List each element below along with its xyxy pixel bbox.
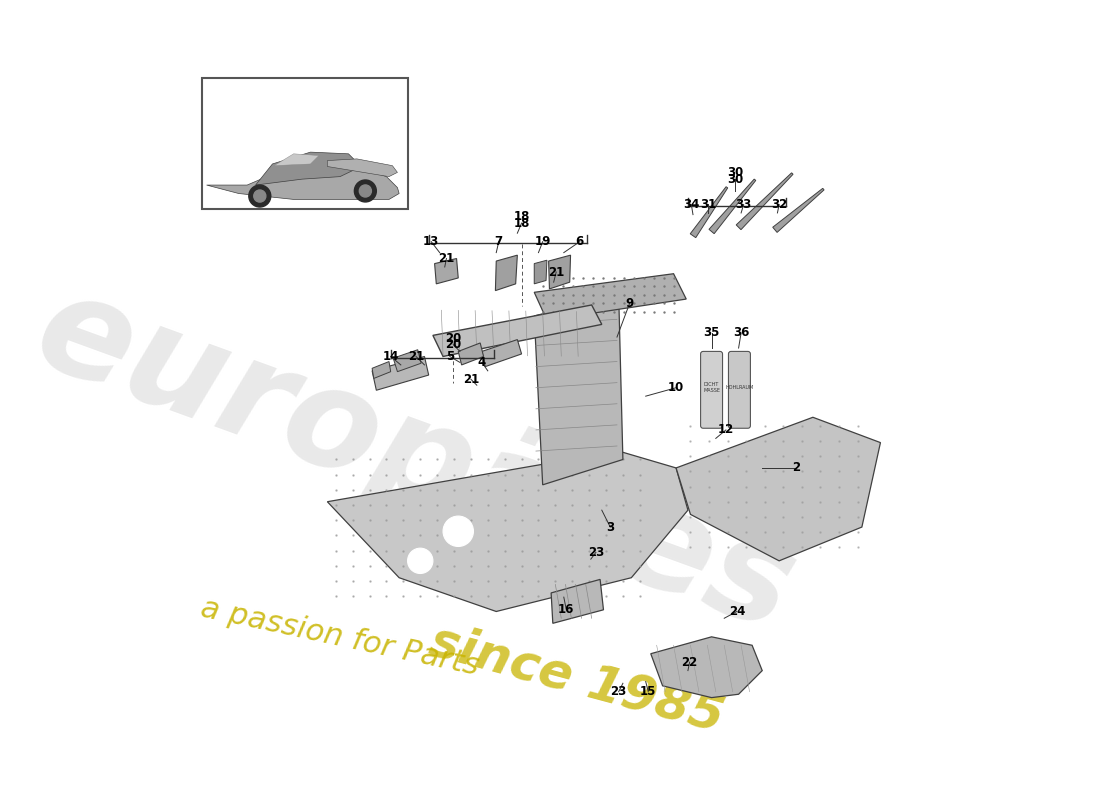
Text: 19: 19 bbox=[535, 235, 551, 248]
Text: 16: 16 bbox=[558, 603, 574, 616]
Text: europäres: europäres bbox=[19, 259, 813, 660]
Polygon shape bbox=[684, 444, 783, 486]
Text: a passion for Parts: a passion for Parts bbox=[198, 593, 482, 681]
Circle shape bbox=[249, 185, 271, 207]
Polygon shape bbox=[535, 295, 623, 485]
Text: 22: 22 bbox=[682, 656, 697, 669]
Polygon shape bbox=[772, 188, 824, 233]
Text: 31: 31 bbox=[700, 198, 716, 211]
Polygon shape bbox=[736, 173, 793, 230]
Text: 18: 18 bbox=[514, 217, 530, 230]
Text: since 1985: since 1985 bbox=[425, 617, 728, 742]
Text: HOHLRAUM: HOHLRAUM bbox=[725, 386, 754, 390]
Text: 13: 13 bbox=[424, 235, 439, 248]
Text: 21: 21 bbox=[438, 252, 454, 265]
Polygon shape bbox=[255, 152, 361, 185]
Text: 2: 2 bbox=[792, 462, 800, 474]
Polygon shape bbox=[495, 255, 517, 290]
Polygon shape bbox=[690, 186, 728, 238]
Bar bbox=[202, 78, 408, 209]
Text: 30: 30 bbox=[727, 166, 744, 179]
Polygon shape bbox=[676, 418, 880, 561]
Circle shape bbox=[443, 516, 473, 546]
Text: 20: 20 bbox=[446, 338, 461, 351]
Polygon shape bbox=[328, 451, 688, 611]
Text: 15: 15 bbox=[640, 686, 657, 698]
Polygon shape bbox=[535, 274, 686, 320]
Polygon shape bbox=[434, 258, 459, 284]
Text: 30: 30 bbox=[727, 173, 744, 186]
Text: 35: 35 bbox=[703, 326, 719, 339]
Polygon shape bbox=[549, 255, 571, 289]
Text: 18: 18 bbox=[514, 210, 530, 223]
Circle shape bbox=[408, 548, 433, 574]
Text: 14: 14 bbox=[383, 350, 399, 363]
Text: 21: 21 bbox=[463, 373, 478, 386]
Polygon shape bbox=[372, 362, 390, 378]
Polygon shape bbox=[459, 343, 484, 365]
Polygon shape bbox=[207, 166, 399, 199]
Text: 10: 10 bbox=[668, 382, 684, 394]
Text: 5: 5 bbox=[446, 350, 454, 363]
Text: 21: 21 bbox=[548, 266, 564, 278]
Polygon shape bbox=[551, 579, 604, 623]
Text: 20: 20 bbox=[446, 332, 461, 345]
Text: 21: 21 bbox=[408, 350, 425, 363]
Polygon shape bbox=[372, 357, 429, 390]
Text: 36: 36 bbox=[733, 326, 749, 339]
Text: 4: 4 bbox=[477, 356, 486, 369]
Circle shape bbox=[354, 180, 376, 202]
Polygon shape bbox=[328, 159, 397, 177]
Polygon shape bbox=[482, 339, 521, 366]
FancyBboxPatch shape bbox=[728, 351, 750, 428]
Polygon shape bbox=[393, 350, 421, 372]
Polygon shape bbox=[710, 179, 756, 234]
Polygon shape bbox=[433, 305, 602, 357]
Text: 12: 12 bbox=[718, 423, 734, 437]
FancyBboxPatch shape bbox=[701, 351, 723, 428]
Text: 9: 9 bbox=[626, 297, 634, 310]
Text: 7: 7 bbox=[495, 235, 503, 248]
Text: 24: 24 bbox=[728, 605, 745, 618]
Text: 3: 3 bbox=[606, 521, 614, 534]
Text: 32: 32 bbox=[771, 198, 788, 211]
Polygon shape bbox=[274, 154, 319, 166]
Circle shape bbox=[254, 190, 266, 202]
Text: 6: 6 bbox=[575, 235, 584, 248]
Polygon shape bbox=[651, 637, 762, 698]
Text: 34: 34 bbox=[683, 198, 700, 211]
Circle shape bbox=[360, 185, 372, 197]
Polygon shape bbox=[535, 260, 547, 284]
Text: 23: 23 bbox=[610, 686, 627, 698]
Text: 33: 33 bbox=[736, 198, 751, 211]
Text: DICHT
MASSE: DICHT MASSE bbox=[703, 382, 720, 393]
Text: 23: 23 bbox=[587, 546, 604, 559]
